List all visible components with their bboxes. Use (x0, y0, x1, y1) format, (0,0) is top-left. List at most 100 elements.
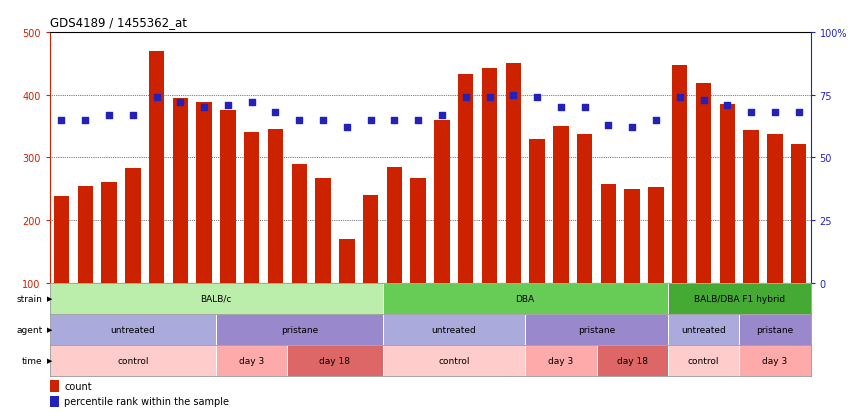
Text: percentile rank within the sample: percentile rank within the sample (64, 396, 229, 406)
Bar (382, 314, 525, 345)
Point (245, 100, 258, 106)
Point (673, 95, 687, 101)
Text: untreated: untreated (110, 325, 156, 334)
Text: GDS4189 / 1455362_at: GDS4189 / 1455362_at (50, 16, 186, 29)
Text: pristane: pristane (756, 325, 793, 334)
Text: day 18: day 18 (320, 356, 351, 365)
Text: ▶: ▶ (47, 295, 52, 301)
Bar (743, 131, 759, 283)
Text: ▶: ▶ (47, 326, 52, 332)
Point (103, 112, 116, 119)
Bar (668, 314, 740, 345)
Bar (244, 133, 259, 283)
Text: control: control (117, 356, 149, 365)
Bar (268, 130, 283, 283)
Bar (553, 127, 569, 283)
Text: control: control (438, 356, 469, 365)
Bar (221, 111, 236, 283)
Text: day 3: day 3 (763, 356, 787, 365)
Bar (525, 314, 668, 345)
Point (55, 117, 68, 124)
Bar (525, 345, 597, 376)
Bar (173, 99, 188, 283)
Point (363, 117, 377, 124)
Point (602, 122, 616, 129)
Text: pristane: pristane (578, 325, 615, 334)
Bar (672, 66, 687, 283)
Bar (410, 178, 426, 283)
Bar (386, 167, 402, 283)
Text: day 18: day 18 (616, 356, 648, 365)
Text: BALB/c: BALB/c (200, 294, 232, 303)
Bar (601, 185, 616, 283)
Bar (50, 314, 216, 345)
Point (174, 100, 187, 106)
Bar (791, 144, 806, 283)
Bar (382, 345, 525, 376)
Bar (50, 380, 59, 392)
Bar (597, 345, 668, 376)
Point (292, 117, 306, 124)
Bar (648, 188, 663, 283)
Text: untreated: untreated (681, 325, 726, 334)
Point (554, 105, 568, 112)
Bar (197, 103, 212, 283)
Bar (767, 134, 782, 283)
Bar (668, 283, 811, 314)
Text: count: count (64, 381, 91, 391)
Point (221, 102, 235, 109)
Bar (101, 183, 117, 283)
Bar (740, 345, 811, 376)
Point (792, 110, 805, 116)
Bar (50, 345, 216, 376)
Point (530, 95, 544, 101)
Bar (50, 396, 59, 407)
Bar (740, 314, 811, 345)
Point (649, 117, 663, 124)
Bar (434, 121, 450, 283)
Bar (78, 186, 93, 283)
Point (126, 112, 139, 119)
Bar (668, 345, 740, 376)
Bar (529, 139, 545, 283)
Point (435, 112, 449, 119)
Point (411, 117, 425, 124)
Bar (216, 314, 382, 345)
Bar (363, 195, 379, 283)
Text: untreated: untreated (432, 325, 476, 334)
Text: day 3: day 3 (548, 356, 574, 365)
Point (340, 125, 354, 131)
Text: agent: agent (16, 325, 43, 334)
Bar (315, 178, 331, 283)
Point (387, 117, 401, 124)
Text: control: control (687, 356, 719, 365)
Bar (54, 197, 69, 283)
Text: day 3: day 3 (239, 356, 264, 365)
Point (198, 105, 211, 112)
Bar (481, 69, 498, 283)
Text: strain: strain (17, 294, 43, 303)
Bar (624, 189, 640, 283)
Bar (287, 345, 382, 376)
Bar (696, 84, 711, 283)
Bar (577, 135, 593, 283)
Point (625, 125, 639, 131)
Point (268, 110, 282, 116)
Point (744, 110, 758, 116)
Point (697, 97, 711, 104)
Point (506, 92, 520, 99)
Point (79, 117, 92, 124)
Bar (382, 283, 668, 314)
Bar (216, 345, 287, 376)
Point (316, 117, 330, 124)
Bar (292, 164, 307, 283)
Point (459, 95, 473, 101)
Bar (339, 239, 355, 283)
Text: pristane: pristane (280, 325, 318, 334)
Text: ▶: ▶ (47, 357, 52, 363)
Point (768, 110, 781, 116)
Bar (125, 169, 140, 283)
Text: time: time (22, 356, 43, 365)
Point (483, 95, 497, 101)
Bar (149, 52, 164, 283)
